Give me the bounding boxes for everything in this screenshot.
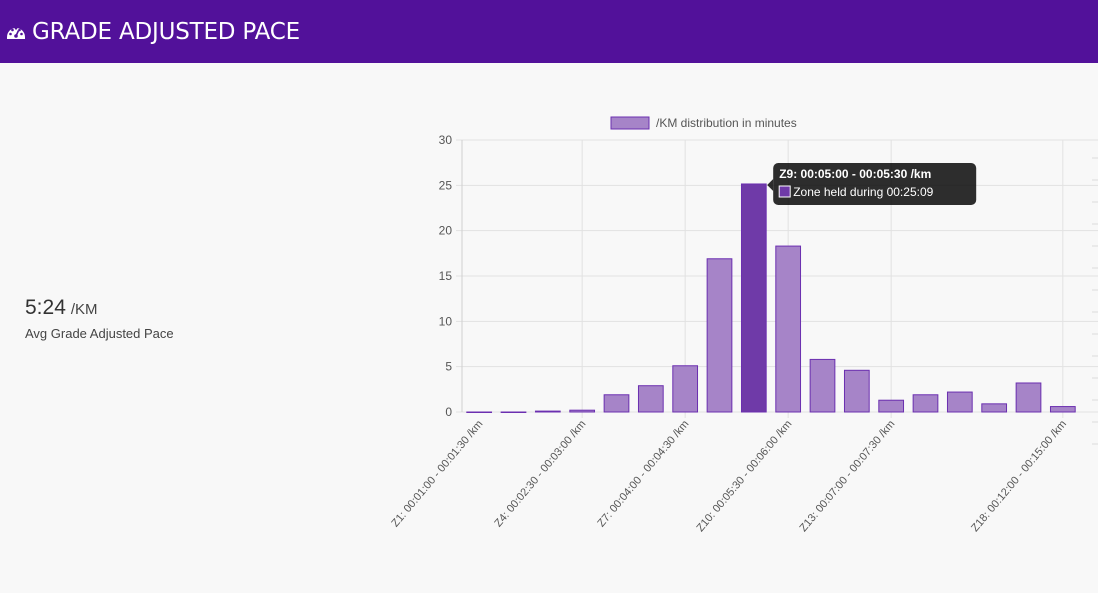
bar-2 [500, 411, 527, 413]
dashboard-gauge-icon [5, 21, 27, 43]
legend-label: /KM distribution in minutes [656, 116, 797, 130]
x-tick-label: Z13: 00:07:00 - 00:07:30 /km [797, 418, 897, 534]
bar-1 [466, 411, 493, 413]
y-tick-label: 30 [439, 133, 453, 147]
bar-18 [1049, 406, 1076, 413]
tooltip-title: Z9: 00:05:00 - 00:05:30 /km [779, 167, 931, 181]
bar-11 [809, 358, 836, 413]
tooltip-swatch [778, 185, 791, 198]
bar-4 [569, 409, 596, 413]
avg-gap-value: 5:24 [25, 296, 66, 319]
y-tick-label: 10 [439, 314, 453, 328]
bar-5 [603, 394, 630, 413]
bar-17 [1015, 382, 1042, 413]
pace-distribution-chart: 0 5 10 15 20 25 30 Z1: 00:01:00 - 00:01:30 /km Z… [0, 63, 1098, 593]
y-tick-label: 0 [445, 405, 452, 419]
tooltip-box [773, 163, 977, 205]
x-tick-label: Z18: 00:12:00 - 00:15:00 /km [969, 418, 1069, 534]
bar-12 [843, 369, 870, 413]
y-tick-label: 25 [439, 178, 453, 192]
x-tick-label: Z10: 00:05:30 - 00:06:00 /km [694, 418, 794, 534]
legend-swatch [610, 116, 650, 130]
avg-gap-label: Avg Grade Adjusted Pace [25, 326, 174, 341]
avg-gap-unit: /KM [70, 301, 98, 318]
bar-7 [672, 365, 699, 413]
x-tick-label: Z1: 00:01:00 - 00:01:30 /km [389, 418, 485, 529]
bar-3 [534, 410, 561, 413]
x-tick-label: Z7: 00:04:00 - 00:04:30 /km [595, 418, 691, 529]
x-tick-label: Z4: 00:02:30 - 00:03:00 /km [492, 418, 588, 529]
page-title: GRADE ADJUSTED PACE [32, 18, 300, 45]
bar-10 [775, 245, 802, 413]
y-tick-label: 15 [439, 269, 453, 283]
bar-8 [706, 258, 733, 413]
bar-15 [946, 391, 973, 413]
bar-16 [981, 403, 1008, 413]
avg-gap-stat: 5:24 /KM Avg Grade Adjusted Pace [25, 296, 174, 341]
y-tick-label: 5 [445, 360, 452, 374]
tooltip-caret [767, 179, 774, 191]
bar-14 [912, 394, 939, 413]
bar-13 [878, 399, 905, 413]
y-tick-label: 20 [439, 224, 453, 238]
page-header: GRADE ADJUSTED PACE [0, 0, 1098, 63]
bar-6 [637, 385, 664, 413]
tooltip-body: Zone held during 00:25:09 [793, 185, 933, 199]
bar-9 [740, 183, 767, 413]
